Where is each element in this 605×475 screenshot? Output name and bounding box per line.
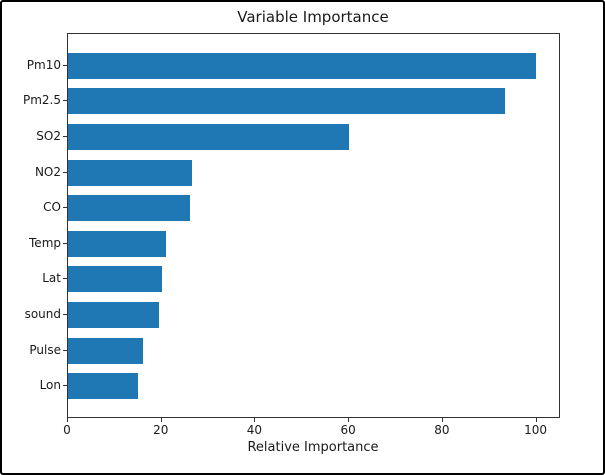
x-tick-mark xyxy=(254,418,256,422)
y-tick-label: Lon xyxy=(39,378,61,393)
y-tick-label: Temp xyxy=(29,235,61,250)
y-tick-label: CO xyxy=(43,200,61,215)
x-tick-label: 80 xyxy=(434,423,450,437)
bar-pm25 xyxy=(68,88,506,115)
x-tick-label: 40 xyxy=(246,423,263,437)
x-tick-mark xyxy=(67,418,68,422)
y-tick-mark xyxy=(63,100,67,102)
y-tick-label: Pulse xyxy=(29,342,61,357)
y-tick-mark xyxy=(63,135,67,137)
bar-co xyxy=(68,195,190,222)
x-tick-mark xyxy=(441,418,443,422)
x-tick-label: 20 xyxy=(153,423,169,437)
bar-temp xyxy=(68,230,167,257)
y-tick-mark xyxy=(63,385,67,387)
x-tick-label: 60 xyxy=(340,423,356,437)
bar-pulse xyxy=(68,337,143,364)
y-tick-mark xyxy=(63,242,67,244)
y-tick-mark xyxy=(63,207,67,209)
y-tick-label: SO2 xyxy=(36,128,61,143)
bar-lat xyxy=(68,266,162,293)
y-tick-mark xyxy=(63,314,67,316)
y-tick-label: Pm2.5 xyxy=(22,93,61,108)
y-tick-mark xyxy=(63,64,67,66)
y-tick-label: NO2 xyxy=(34,164,61,179)
bar-pm10 xyxy=(68,52,536,79)
y-tick-label: sound xyxy=(24,307,61,322)
chart-title: Variable Importance xyxy=(237,8,389,26)
y-tick-label: Lat xyxy=(42,271,61,286)
y-tick-mark xyxy=(63,278,67,280)
y-tick-mark xyxy=(63,171,67,173)
x-tick-mark xyxy=(160,418,162,422)
x-tick-label: 100 xyxy=(524,423,548,437)
x-tick-label: 0 xyxy=(63,423,71,437)
bar-so2 xyxy=(68,123,349,150)
x-tick-mark xyxy=(535,418,537,422)
y-tick-label: Pm10 xyxy=(26,57,61,72)
y-tick-mark xyxy=(63,349,67,351)
x-tick-mark xyxy=(348,418,350,422)
bar-no2 xyxy=(68,159,192,186)
x-axis-label: Relative Importance xyxy=(247,440,379,455)
bar-lon xyxy=(68,373,139,400)
plot-area xyxy=(67,33,560,418)
bar-sound xyxy=(68,302,160,329)
